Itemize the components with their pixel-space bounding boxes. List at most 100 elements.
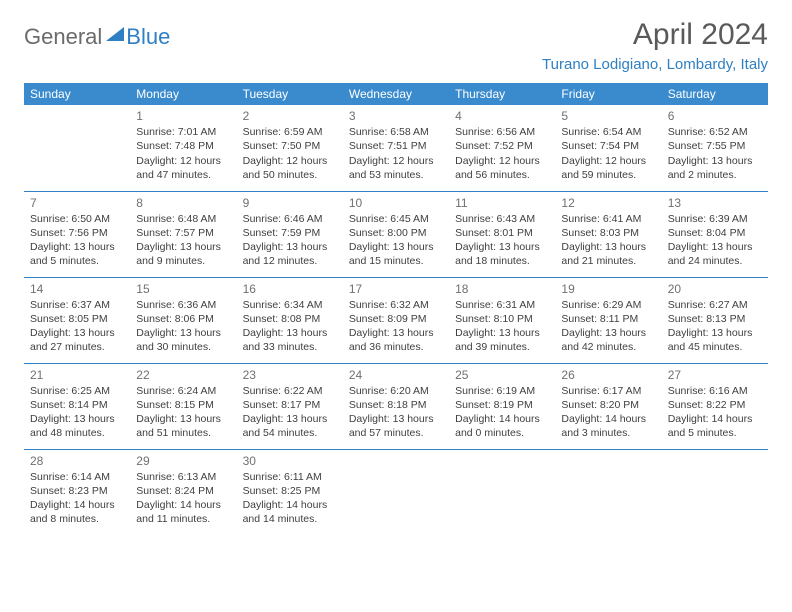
day-info-line: Sunset: 7:59 PM [243,226,337,240]
day-number: 9 [243,195,337,211]
day-info-line: Sunset: 8:00 PM [349,226,443,240]
calendar-day-cell: 10Sunrise: 6:45 AMSunset: 8:00 PMDayligh… [343,191,449,277]
day-info-line: Sunset: 7:50 PM [243,139,337,153]
day-number: 11 [455,195,549,211]
day-info-line: Sunset: 7:54 PM [561,139,655,153]
calendar-day-cell: 25Sunrise: 6:19 AMSunset: 8:19 PMDayligh… [449,363,555,449]
day-info-line: and 53 minutes. [349,168,443,182]
day-number: 13 [668,195,762,211]
day-info-line: Daylight: 14 hours [136,498,230,512]
calendar-day-cell: 17Sunrise: 6:32 AMSunset: 8:09 PMDayligh… [343,277,449,363]
day-info-line: Daylight: 14 hours [668,412,762,426]
calendar-day-cell [343,449,449,535]
logo: General Blue [24,24,170,50]
day-info-line: Sunset: 8:03 PM [561,226,655,240]
weekday-header: Friday [555,83,661,105]
day-info-line: Sunrise: 6:11 AM [243,470,337,484]
day-info-line: and 5 minutes. [668,426,762,440]
day-info-line: Sunset: 8:08 PM [243,312,337,326]
day-info-line: Daylight: 13 hours [668,326,762,340]
day-info-line: and 14 minutes. [243,512,337,526]
day-info-line: Sunrise: 6:54 AM [561,125,655,139]
logo-text-general: General [24,24,102,50]
calendar-day-cell: 22Sunrise: 6:24 AMSunset: 8:15 PMDayligh… [130,363,236,449]
calendar-body: 1Sunrise: 7:01 AMSunset: 7:48 PMDaylight… [24,105,768,535]
weekday-header: Monday [130,83,236,105]
day-number: 18 [455,281,549,297]
day-info-line: Sunrise: 6:14 AM [30,470,124,484]
calendar-day-cell: 1Sunrise: 7:01 AMSunset: 7:48 PMDaylight… [130,105,236,191]
day-info-line: Sunrise: 6:16 AM [668,384,762,398]
day-info-line: and 39 minutes. [455,340,549,354]
day-number: 4 [455,108,549,124]
day-number: 21 [30,367,124,383]
day-info-line: Sunset: 7:52 PM [455,139,549,153]
day-info-line: Sunset: 8:11 PM [561,312,655,326]
day-info-line: Sunrise: 6:58 AM [349,125,443,139]
day-info-line: and 30 minutes. [136,340,230,354]
day-info-line: Sunset: 8:13 PM [668,312,762,326]
day-info-line: Sunrise: 6:34 AM [243,298,337,312]
calendar-day-cell: 15Sunrise: 6:36 AMSunset: 8:06 PMDayligh… [130,277,236,363]
day-info-line: and 12 minutes. [243,254,337,268]
day-number: 22 [136,367,230,383]
day-info-line: Daylight: 13 hours [136,412,230,426]
day-info-line: Daylight: 13 hours [349,412,443,426]
day-info-line: and 57 minutes. [349,426,443,440]
day-info-line: Daylight: 13 hours [243,326,337,340]
calendar-day-cell: 8Sunrise: 6:48 AMSunset: 7:57 PMDaylight… [130,191,236,277]
weekday-header: Sunday [24,83,130,105]
day-number: 1 [136,108,230,124]
month-title: April 2024 [542,18,768,52]
day-info-line: Sunset: 8:20 PM [561,398,655,412]
calendar-day-cell: 13Sunrise: 6:39 AMSunset: 8:04 PMDayligh… [662,191,768,277]
day-info-line: Sunrise: 6:45 AM [349,212,443,226]
day-info-line: Sunset: 8:25 PM [243,484,337,498]
day-info-line: and 59 minutes. [561,168,655,182]
day-info-line: Sunset: 7:56 PM [30,226,124,240]
day-info-line: and 45 minutes. [668,340,762,354]
calendar-day-cell [449,449,555,535]
day-info-line: and 24 minutes. [668,254,762,268]
day-info-line: Sunset: 8:09 PM [349,312,443,326]
day-info-line: Sunset: 8:10 PM [455,312,549,326]
day-number: 14 [30,281,124,297]
day-number: 30 [243,453,337,469]
day-info-line: Sunrise: 6:39 AM [668,212,762,226]
day-number: 15 [136,281,230,297]
day-number: 2 [243,108,337,124]
day-number: 27 [668,367,762,383]
day-info-line: Daylight: 12 hours [243,154,337,168]
day-info-line: Sunrise: 6:19 AM [455,384,549,398]
day-info-line: Daylight: 12 hours [561,154,655,168]
day-number: 19 [561,281,655,297]
day-info-line: and 50 minutes. [243,168,337,182]
calendar-week-row: 21Sunrise: 6:25 AMSunset: 8:14 PMDayligh… [24,363,768,449]
calendar-day-cell: 4Sunrise: 6:56 AMSunset: 7:52 PMDaylight… [449,105,555,191]
day-info-line: Daylight: 12 hours [349,154,443,168]
calendar-day-cell: 14Sunrise: 6:37 AMSunset: 8:05 PMDayligh… [24,277,130,363]
calendar-day-cell: 7Sunrise: 6:50 AMSunset: 7:56 PMDaylight… [24,191,130,277]
header: General Blue April 2024 Turano Lodigiano… [24,18,768,73]
calendar-day-cell: 9Sunrise: 6:46 AMSunset: 7:59 PMDaylight… [237,191,343,277]
day-number: 26 [561,367,655,383]
day-info-line: and 56 minutes. [455,168,549,182]
day-info-line: Daylight: 14 hours [30,498,124,512]
day-info-line: and 8 minutes. [30,512,124,526]
day-info-line: and 21 minutes. [561,254,655,268]
day-info-line: Daylight: 13 hours [455,326,549,340]
weekday-header: Thursday [449,83,555,105]
day-info-line: Sunrise: 6:24 AM [136,384,230,398]
calendar-day-cell: 24Sunrise: 6:20 AMSunset: 8:18 PMDayligh… [343,363,449,449]
day-info-line: Daylight: 13 hours [561,240,655,254]
day-number: 10 [349,195,443,211]
day-info-line: Sunset: 8:04 PM [668,226,762,240]
calendar-week-row: 28Sunrise: 6:14 AMSunset: 8:23 PMDayligh… [24,449,768,535]
day-info-line: and 54 minutes. [243,426,337,440]
day-info-line: Daylight: 13 hours [136,326,230,340]
day-info-line: Sunrise: 6:46 AM [243,212,337,226]
day-info-line: and 51 minutes. [136,426,230,440]
calendar-day-cell: 12Sunrise: 6:41 AMSunset: 8:03 PMDayligh… [555,191,661,277]
day-number: 7 [30,195,124,211]
calendar-day-cell: 23Sunrise: 6:22 AMSunset: 8:17 PMDayligh… [237,363,343,449]
